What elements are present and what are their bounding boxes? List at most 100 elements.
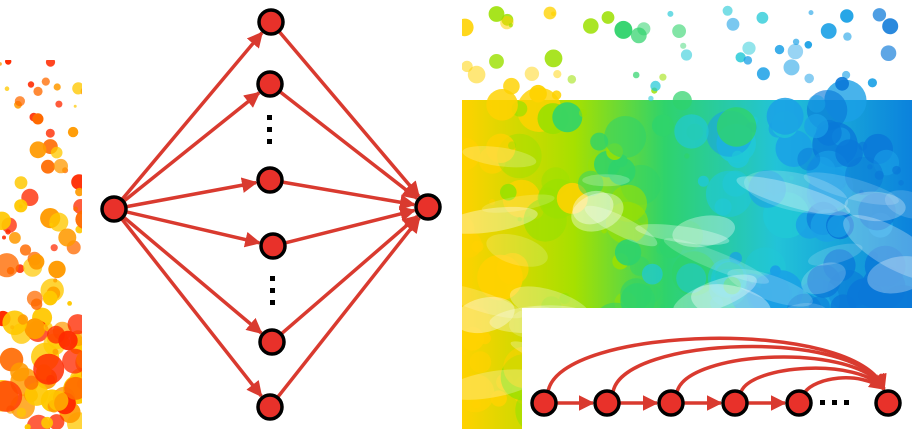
paint-drop (26, 290, 43, 307)
paint-drop (73, 206, 78, 212)
paint-drop (507, 141, 517, 150)
arrow-edge (276, 216, 421, 399)
paint-highlight (462, 283, 524, 319)
paint-drop (50, 146, 63, 159)
paint-drop (27, 81, 35, 88)
paint-drop (807, 264, 841, 298)
paint-drop (493, 289, 503, 299)
paint-drop (748, 170, 786, 208)
paint-drop (676, 263, 707, 294)
paint-drop (827, 214, 850, 238)
paint-drop (16, 407, 27, 418)
graph-node (657, 389, 685, 417)
paint-drop (72, 82, 82, 95)
paint-drop (41, 77, 50, 86)
graph-node (721, 389, 749, 417)
paint-drop (792, 38, 800, 45)
arrow-edge (278, 90, 419, 200)
paint-drop (710, 296, 724, 310)
paint-drop (680, 49, 693, 61)
paint-drop (55, 100, 63, 108)
paint-drop (660, 304, 665, 309)
paint-drop (471, 240, 484, 253)
paint-drop (552, 102, 583, 133)
arrow-edge (125, 209, 261, 248)
paint-drop (500, 183, 517, 201)
paint-drop (743, 56, 753, 65)
paint-drop (843, 32, 852, 41)
paint-drop (716, 107, 757, 147)
graph-node (257, 8, 285, 36)
paint-drop (10, 362, 30, 382)
paint-highlight (572, 190, 614, 225)
paint-highlight (727, 268, 813, 307)
paint-highlight (462, 206, 538, 234)
paint-drop (583, 18, 599, 34)
paint-drop (517, 217, 522, 222)
paint-drop (48, 260, 66, 279)
paint-drop (680, 42, 687, 49)
paint-drop (76, 350, 82, 369)
arrow-edge (125, 177, 258, 209)
paint-drop (477, 254, 523, 301)
paint-drop (14, 199, 28, 213)
paint-drop (601, 11, 615, 24)
arrow-edge (277, 29, 421, 198)
paint-drop (467, 65, 486, 84)
paint-drop (559, 293, 571, 304)
arrow-edge (279, 214, 419, 336)
paint-highlight (672, 215, 736, 248)
paint-drop (659, 235, 683, 259)
warm-paint-splash-image (0, 60, 82, 429)
paint-drop (52, 348, 59, 355)
paint-drop (53, 158, 68, 174)
paint-drop (872, 8, 887, 22)
paint-drop (605, 201, 649, 245)
paint-highlight (635, 224, 730, 245)
paint-drop (463, 150, 474, 161)
paint-drop (462, 18, 474, 37)
paint-drop (50, 244, 58, 252)
paint-drop (742, 41, 756, 55)
paint-drop (543, 6, 557, 20)
graph-node (785, 389, 813, 417)
paint-drop (67, 301, 72, 306)
paint-highlight (663, 238, 769, 284)
paint-drop (58, 330, 78, 351)
chain-edges (546, 336, 887, 411)
paint-drop (551, 11, 556, 17)
paint-drop (49, 222, 53, 227)
paint-drop (652, 114, 674, 137)
paint-drop (835, 76, 849, 91)
paint-drop (6, 266, 15, 275)
paint-drop (804, 41, 813, 49)
paint-drop (45, 128, 55, 138)
arrow-edge (284, 206, 416, 245)
paint-drop (462, 216, 475, 242)
paint-drop (489, 199, 496, 205)
chain-nodes (530, 389, 902, 417)
paint-drop (808, 10, 814, 16)
paint-drop (787, 43, 804, 60)
paint-drop (40, 278, 64, 302)
paint-highlight (462, 146, 537, 168)
paint-drop (845, 156, 884, 195)
paint-drop (33, 86, 43, 96)
graph-node (259, 232, 287, 260)
paint-highlight (844, 191, 906, 222)
paint-drop (756, 67, 770, 81)
paint-drop (551, 90, 562, 100)
paint-drop (24, 318, 46, 340)
paint-drop (604, 116, 647, 158)
paint-drop (53, 83, 61, 91)
paint-drop (0, 62, 2, 66)
paint-drop (508, 23, 513, 28)
horizontal-ellipsis (820, 400, 849, 405)
paint-drop (892, 165, 901, 175)
paint-drop (840, 9, 854, 23)
paint-drop (867, 78, 878, 88)
paint-drop (804, 73, 814, 84)
paint-highlight (843, 214, 912, 282)
graph-node (256, 70, 284, 98)
graph-node (100, 195, 128, 223)
